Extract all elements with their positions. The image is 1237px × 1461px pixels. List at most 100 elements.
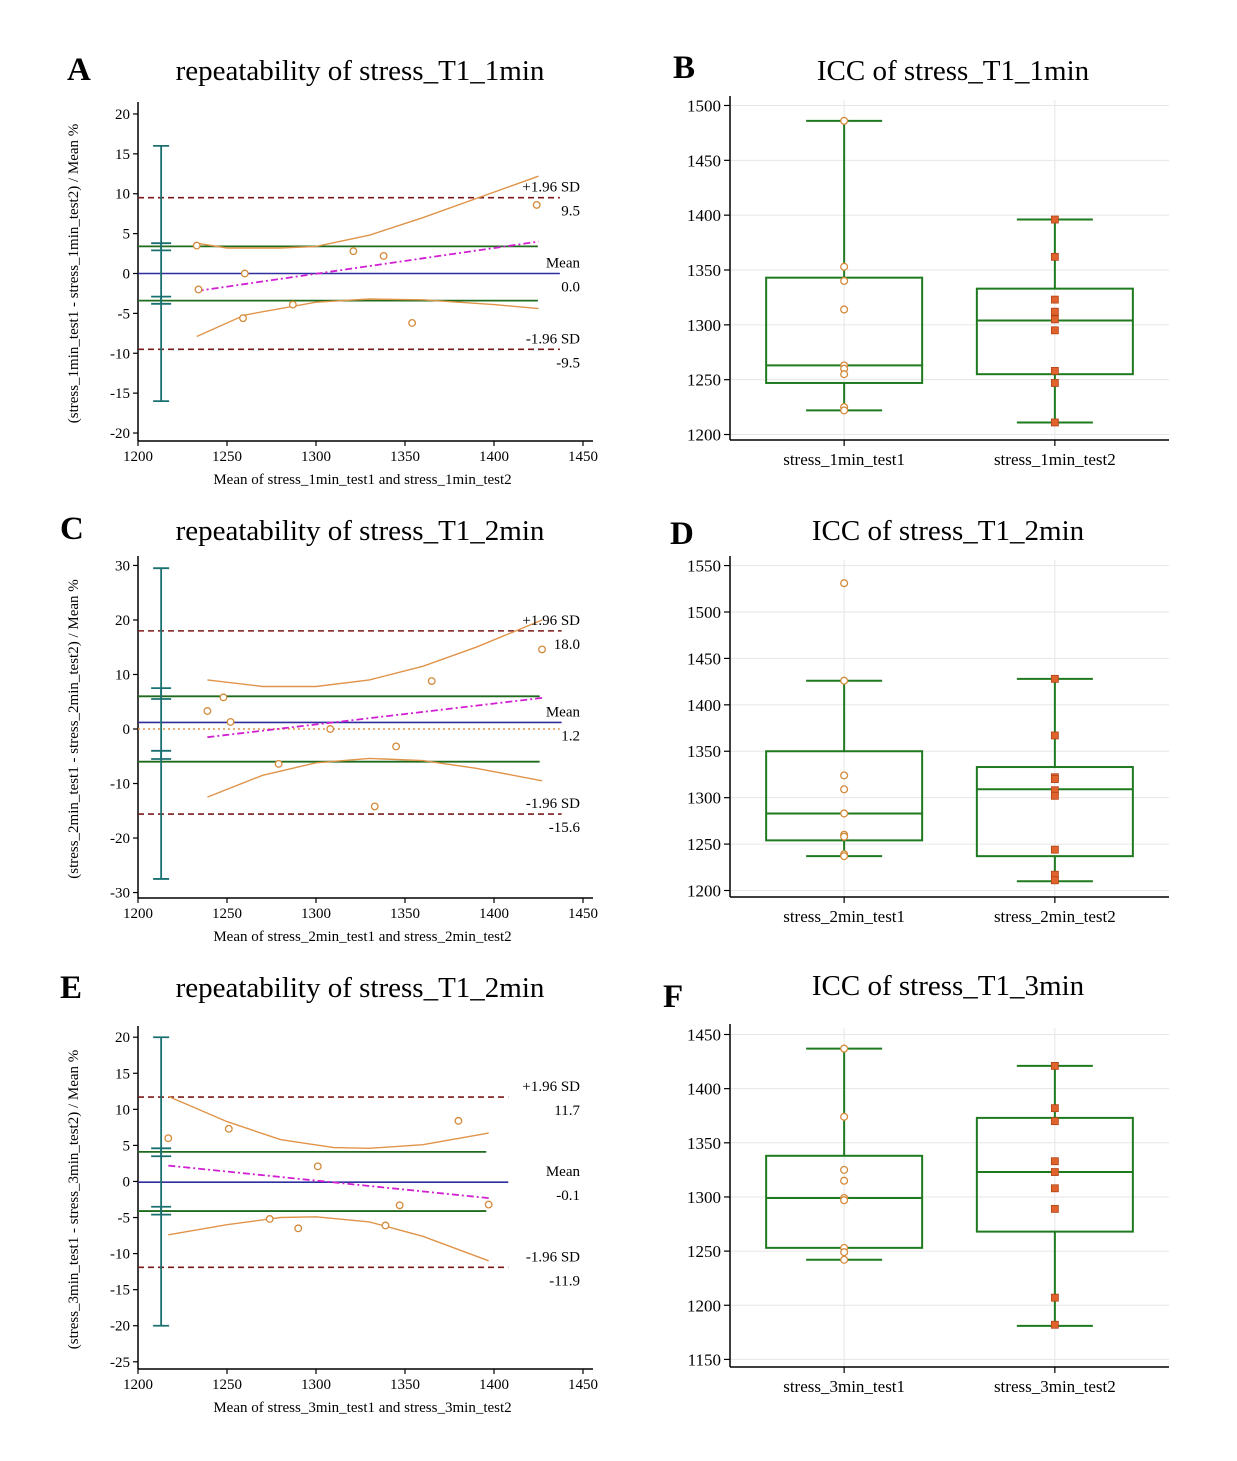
panel-e-y-tick-label: 10 — [115, 1102, 130, 1118]
panel-e-x-tick-label: 1450 — [568, 1377, 598, 1393]
panel-letter-b: B — [673, 50, 695, 86]
panel-d-title: ICC of stress_T1_2min — [812, 515, 1085, 547]
panel-c-lower-loa-value: -15.6 — [549, 820, 581, 836]
panel-e-data-point — [224, 1124, 233, 1133]
panel-c-upper-loa-value: 18.0 — [554, 637, 580, 653]
panel-e-y-axis-label: (stress_3min_test1 - stress_3min_test2) … — [66, 1050, 82, 1350]
panel-a-data-point — [408, 319, 417, 327]
panel-c-data-point — [427, 677, 436, 685]
panel-a-data-point — [288, 300, 297, 309]
panel-c-y-tick-label: -10 — [110, 777, 130, 793]
panel-a-data-point — [532, 200, 541, 209]
panel-c-title: repeatability of stress_T1_2min — [176, 515, 545, 547]
panel-a-mean-label: Mean — [546, 256, 581, 272]
panel-a-trend-line — [196, 240, 539, 292]
panel-a-data-point — [349, 247, 358, 256]
panel-c-y-tick-label: 30 — [115, 558, 130, 574]
panel-c-data-point — [370, 802, 379, 811]
panel-f-y-tick-label: 1300 — [687, 1188, 721, 1207]
panel-a-x-tick-label: 1400 — [479, 449, 509, 465]
panel-d-category-label: stress_2min_test1 — [783, 907, 905, 926]
panel-e-data-point — [164, 1134, 173, 1143]
panel-f-data-point — [840, 1044, 849, 1053]
panel-e-upper-loa-value: 11.7 — [554, 1103, 580, 1119]
panel-d-y-tick-label: 1300 — [687, 789, 721, 808]
panel-a-data-point — [240, 269, 249, 278]
panel-e-y-tick-label: 20 — [115, 1030, 130, 1046]
panel-d-data-point — [1050, 775, 1059, 783]
panel-c-y-tick-label: 0 — [123, 722, 131, 738]
panel-b-y-tick-label: 1300 — [687, 316, 721, 335]
panel-f-box-plot: F ICC of stress_T1_3min 1150 1200 1250 1300… — [663, 970, 1169, 1396]
panel-e-trend-line — [168, 1164, 489, 1199]
panel-c-x-tick-label: 1200 — [123, 906, 153, 922]
panel-b-data-point — [1050, 418, 1059, 427]
panel-f-y-tick-label: 1350 — [687, 1134, 721, 1153]
panel-a-x-tick-label: 1450 — [568, 449, 598, 465]
panel-b-data-point — [840, 262, 849, 271]
panel-e-y-tick-label: -15 — [110, 1283, 130, 1299]
panel-a-y-tick-label: -20 — [110, 426, 130, 442]
panel-f-y-tick-label: 1150 — [688, 1350, 721, 1369]
panel-f-data-point — [1050, 1204, 1059, 1213]
panel-e-y-tick-label: 0 — [123, 1174, 131, 1190]
panel-c-y-tick-label: 20 — [115, 613, 130, 629]
panel-b-data-point — [1050, 295, 1059, 304]
panel-a-bland-altman: A repeatability of stress_T1_1min -20 -15… — [66, 52, 598, 488]
panel-e-y-tick-label: 15 — [115, 1066, 130, 1082]
panel-b-data-point — [1050, 379, 1059, 387]
panel-a-y-tick-label: 10 — [115, 187, 130, 203]
panel-d-data-point — [840, 771, 849, 780]
panel-c-x-tick-label: 1250 — [212, 906, 242, 922]
panel-c-plot: -30 -20 -10 0 10 20 30 1200 1250 1300 1350 1400 1450… — [66, 556, 598, 945]
panel-e-regression-ci-upper — [168, 1095, 489, 1150]
panel-e-data-point — [395, 1201, 404, 1210]
panel-a-x-tick-label: 1300 — [301, 449, 331, 465]
panel-b-data-point — [840, 276, 849, 286]
panel-e-upper-loa-label: +1.96 SD — [522, 1079, 580, 1095]
panel-d-data-point — [1050, 731, 1059, 740]
panel-c-y-tick-label: 10 — [115, 667, 130, 683]
panel-d-plot: 1200 1250 1300 1350 1400 1450 1500 1550 stress_2… — [687, 556, 1169, 926]
panel-e-data-point — [484, 1200, 493, 1209]
panel-d-box — [975, 766, 1134, 858]
panel-c-data-point — [538, 645, 547, 654]
panel-d-data-point — [840, 785, 849, 794]
panel-d-data-point — [1050, 791, 1059, 800]
panel-e-x-tick-label: 1300 — [301, 1377, 331, 1393]
panel-a-y-axis-label: (stress_1min_test1 - stress_1min_test2) … — [66, 124, 82, 424]
panel-f-data-point — [840, 1176, 849, 1185]
panel-f-y-tick-label: 1450 — [687, 1025, 721, 1044]
panel-f-data-point — [840, 1196, 849, 1205]
panel-b-data-point — [840, 116, 849, 125]
panel-c-regression-ci-lower — [207, 757, 543, 798]
panel-a-x-tick-label: 1350 — [390, 449, 420, 465]
panel-b-title: ICC of stress_T1_1min — [817, 55, 1090, 87]
panel-a-regression-ci-lower — [196, 298, 539, 338]
panel-c-bland-altman: C repeatability of stress_T1_2min -30 -20… — [60, 511, 598, 945]
panel-b-data-point — [840, 305, 849, 314]
panel-e-regression-ci-lower — [168, 1216, 489, 1262]
panel-a-lower-loa-label: -1.96 SD — [526, 331, 580, 347]
panel-d-data-point — [840, 832, 849, 841]
panel-e-x-tick-label: 1350 — [390, 1377, 420, 1393]
panel-c-trend-line — [207, 697, 543, 739]
panel-d-y-tick-label: 1400 — [687, 696, 721, 715]
panel-a-x-tick-label: 1250 — [212, 449, 242, 465]
panel-f-title: ICC of stress_T1_3min — [812, 970, 1085, 1002]
panel-f-category-label: stress_3min_test1 — [783, 1377, 905, 1396]
panel-a-y-tick-label: 0 — [123, 267, 131, 283]
panel-d-category-label: stress_2min_test2 — [994, 907, 1116, 926]
panel-b-y-tick-label: 1450 — [687, 151, 721, 170]
panel-b-data-point — [840, 406, 849, 415]
panel-d-y-tick-label: 1500 — [687, 603, 721, 622]
panel-b-y-tick-label: 1350 — [687, 261, 721, 280]
panel-d-y-tick-label: 1350 — [687, 742, 721, 761]
panel-e-title: repeatability of stress_T1_2min — [176, 972, 545, 1004]
panel-a-y-tick-label: -15 — [110, 386, 130, 402]
panel-c-data-point — [219, 693, 228, 702]
panel-e-data-point — [381, 1221, 390, 1230]
panel-d-data-point — [840, 579, 849, 588]
panel-a-x-axis-label: Mean of stress_1min_test1 and stress_1mi… — [213, 472, 511, 488]
panel-a-upper-loa-value: 9.5 — [561, 204, 580, 220]
